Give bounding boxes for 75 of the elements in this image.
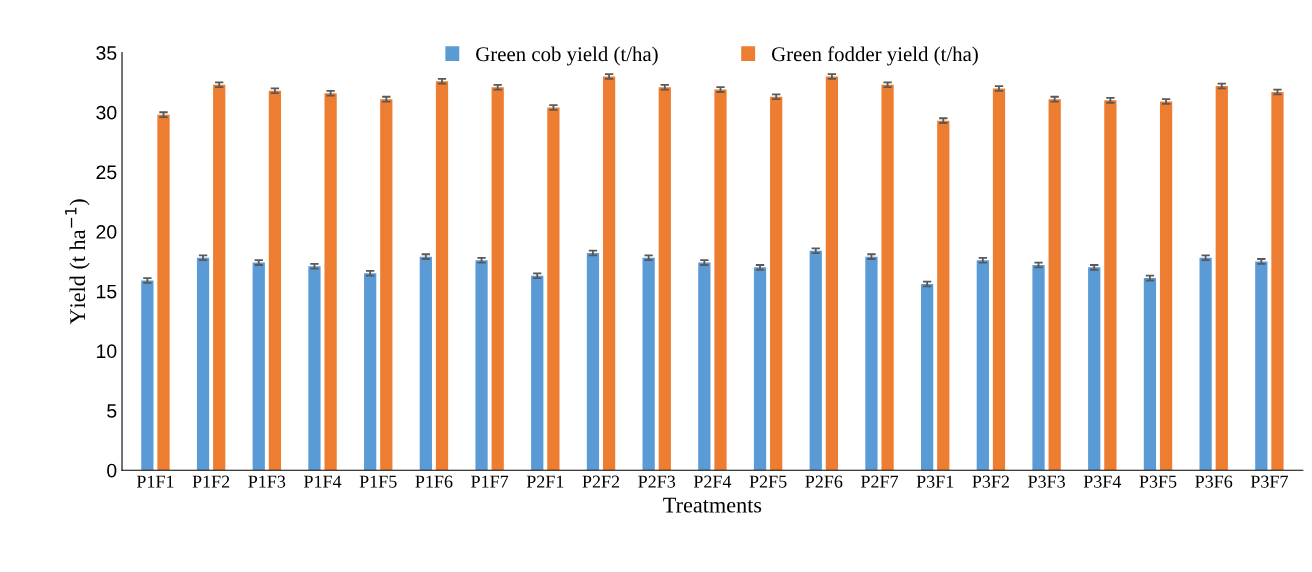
bar <box>921 284 934 471</box>
y-tick-label: 25 <box>96 165 117 180</box>
bar <box>213 84 226 471</box>
bar <box>1199 257 1212 471</box>
bar <box>714 89 727 471</box>
bar <box>157 114 170 471</box>
x-tick-label: P2F1 <box>526 475 564 488</box>
y-tick-label: 35 <box>96 46 117 60</box>
bar <box>658 87 671 471</box>
x-tick-label: P2F2 <box>582 475 620 488</box>
y-tick-label: 15 <box>97 284 117 299</box>
x-tick-label: P1F3 <box>248 475 286 488</box>
bar <box>1159 101 1173 471</box>
x-tick-label: P2F4 <box>693 475 732 488</box>
bar <box>698 262 711 471</box>
bar <box>642 257 655 471</box>
bar <box>475 260 488 471</box>
bar <box>364 273 377 471</box>
bar <box>268 90 282 471</box>
y-axis-title: Yield (t ha$^{−1}$) <box>65 199 90 325</box>
bar <box>491 87 504 471</box>
x-tick-label: P3F6 <box>1195 475 1233 488</box>
bar <box>1104 100 1117 471</box>
bar <box>308 266 321 471</box>
bar <box>1032 264 1045 471</box>
bar <box>602 76 616 471</box>
bar <box>881 84 894 471</box>
bar <box>1215 86 1228 471</box>
bar <box>825 76 839 471</box>
x-tick-label: P3F4 <box>1083 475 1122 488</box>
x-tick-label: P1F6 <box>415 475 453 488</box>
bar <box>992 88 1006 471</box>
bar <box>976 260 989 471</box>
x-axis-title: Treatments <box>663 497 762 513</box>
x-tick-label: P3F7 <box>1250 475 1288 488</box>
x-tick-label: P2F6 <box>805 475 843 488</box>
x-tick-label: P1F2 <box>192 475 230 488</box>
bar <box>196 257 210 471</box>
bar <box>547 107 560 471</box>
x-tick-label: P1F1 <box>136 475 174 488</box>
y-tick-label: 0 <box>107 463 117 478</box>
bar <box>586 253 600 471</box>
legend-label: Green cob yield (t/ha) <box>476 46 658 66</box>
x-tick-label: P1F7 <box>471 475 509 488</box>
bar <box>435 81 449 471</box>
bar <box>1048 99 1061 471</box>
bar <box>141 280 154 471</box>
x-tick-label: P3F1 <box>916 475 954 488</box>
bar <box>324 93 337 471</box>
bar <box>1255 261 1268 471</box>
y-tick-label: 20 <box>96 225 117 239</box>
x-tick-label: P2F7 <box>860 475 899 488</box>
bar <box>770 96 783 471</box>
x-tick-label: P1F4 <box>303 475 342 488</box>
x-tick-label: P3F2 <box>972 475 1009 488</box>
bar <box>865 256 878 471</box>
bar <box>937 120 950 471</box>
y-tick-label: 10 <box>97 344 117 359</box>
legend-label: Green fodder yield (t/ha) <box>771 46 978 66</box>
bar <box>419 256 432 471</box>
x-tick-label: P3F3 <box>1028 475 1065 488</box>
x-tick-label: P2F3 <box>638 475 676 488</box>
x-tick-label: P3F5 <box>1139 475 1177 488</box>
bar <box>1271 91 1284 471</box>
x-tick-label: P1F5 <box>359 475 397 488</box>
bar <box>380 99 393 471</box>
x-tick-label: P2F5 <box>749 475 787 488</box>
y-tick-label: 5 <box>107 404 117 418</box>
bar <box>1143 278 1157 471</box>
bar <box>252 262 265 471</box>
bar <box>753 267 767 471</box>
bar <box>1088 267 1101 471</box>
bar <box>531 275 544 471</box>
y-tick-label: 30 <box>96 105 117 120</box>
bar <box>809 250 822 471</box>
